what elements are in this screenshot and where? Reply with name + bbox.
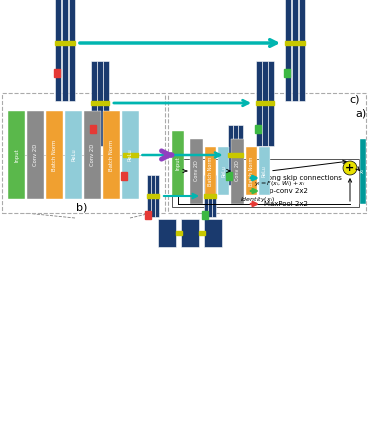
Bar: [55, 41, 75, 45]
Bar: [62, 0, 68, 100]
Bar: [8, 111, 25, 199]
Text: Conv 2D: Conv 2D: [194, 161, 199, 181]
Bar: [27, 111, 44, 199]
Bar: [122, 125, 128, 185]
Bar: [299, 0, 305, 100]
Bar: [122, 153, 138, 157]
Bar: [259, 147, 270, 195]
Bar: [84, 111, 101, 199]
Bar: [228, 153, 242, 157]
Text: c): c): [350, 94, 360, 104]
Text: Input: Input: [14, 148, 19, 162]
Bar: [198, 231, 205, 235]
Text: Batch Norm: Batch Norm: [249, 156, 254, 186]
Text: Conv 2D: Conv 2D: [235, 161, 240, 181]
Bar: [202, 210, 208, 219]
Bar: [172, 159, 359, 207]
Text: ReLu: ReLu: [262, 165, 267, 177]
Bar: [91, 61, 97, 145]
Text: Conv 2D: Conv 2D: [90, 144, 95, 166]
Bar: [46, 111, 63, 199]
Text: Up-conv 2x2: Up-conv 2x2: [264, 188, 308, 194]
Text: $y_i = F\left( x_i, W_i \right) + x_i$: $y_i = F\left( x_i, W_i \right) + x_i$: [254, 178, 306, 187]
Text: Long skip connections: Long skip connections: [264, 175, 342, 181]
Bar: [218, 147, 229, 195]
Circle shape: [343, 161, 357, 175]
Bar: [204, 219, 222, 247]
Text: ReLu: ReLu: [71, 149, 76, 162]
Text: a): a): [355, 108, 366, 118]
Bar: [190, 139, 203, 204]
Bar: [55, 0, 61, 100]
Bar: [204, 175, 208, 217]
Text: ReLu: ReLu: [128, 149, 133, 162]
Bar: [228, 125, 232, 185]
Bar: [226, 171, 232, 180]
Text: Batch Norm: Batch Norm: [52, 139, 57, 171]
Bar: [155, 175, 159, 217]
Bar: [292, 0, 298, 100]
Bar: [132, 125, 138, 185]
Bar: [268, 61, 274, 145]
Bar: [181, 219, 199, 247]
FancyBboxPatch shape: [2, 93, 165, 213]
Bar: [128, 125, 132, 185]
Bar: [204, 194, 216, 198]
Text: Batch Norm: Batch Norm: [208, 156, 213, 186]
Bar: [285, 0, 291, 100]
Text: $Identity\left( x_i \right)$: $Identity\left( x_i \right)$: [240, 196, 276, 204]
Bar: [262, 61, 268, 145]
Bar: [205, 147, 216, 195]
Bar: [151, 175, 155, 217]
Bar: [65, 111, 82, 199]
Bar: [231, 139, 244, 204]
Bar: [360, 139, 366, 204]
Text: Conv 2D: Conv 2D: [33, 144, 38, 166]
Bar: [69, 0, 75, 100]
Bar: [212, 175, 216, 217]
Bar: [238, 125, 242, 185]
Bar: [246, 147, 257, 195]
Bar: [158, 219, 176, 247]
FancyBboxPatch shape: [168, 93, 366, 213]
Bar: [147, 175, 151, 217]
Bar: [256, 101, 274, 105]
Bar: [103, 111, 120, 199]
Bar: [284, 69, 290, 77]
Bar: [145, 210, 151, 219]
Bar: [97, 61, 103, 145]
Bar: [103, 61, 109, 145]
Bar: [122, 111, 139, 199]
Text: Input: Input: [175, 156, 181, 170]
Bar: [91, 101, 109, 105]
Bar: [121, 171, 127, 180]
Bar: [54, 69, 60, 77]
Text: +: +: [345, 163, 354, 173]
Bar: [208, 175, 212, 217]
Bar: [90, 125, 96, 133]
Text: Batch Norm: Batch Norm: [109, 139, 114, 171]
Text: ReLu: ReLu: [221, 165, 226, 177]
Bar: [256, 61, 262, 145]
Bar: [175, 231, 182, 235]
Bar: [285, 41, 305, 45]
Bar: [147, 194, 159, 198]
Text: MaxPool 2x2: MaxPool 2x2: [264, 201, 308, 207]
Bar: [232, 125, 238, 185]
Bar: [255, 125, 261, 133]
Bar: [172, 130, 184, 196]
Text: b): b): [76, 202, 88, 212]
Text: $x_i$: $x_i$: [359, 168, 367, 174]
